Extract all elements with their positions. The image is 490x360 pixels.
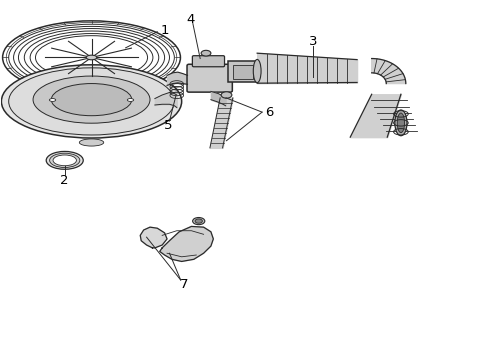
Ellipse shape (221, 92, 232, 98)
Text: 6: 6 (265, 105, 273, 119)
FancyBboxPatch shape (187, 64, 232, 92)
Ellipse shape (46, 152, 83, 169)
Text: 2: 2 (60, 174, 69, 187)
Ellipse shape (79, 139, 104, 146)
Ellipse shape (127, 99, 134, 102)
FancyBboxPatch shape (228, 62, 257, 82)
Text: 7: 7 (180, 278, 188, 291)
Polygon shape (160, 226, 213, 261)
Ellipse shape (33, 76, 150, 123)
Ellipse shape (51, 84, 132, 116)
Ellipse shape (49, 99, 56, 102)
Ellipse shape (193, 217, 205, 225)
Ellipse shape (397, 113, 405, 133)
Polygon shape (372, 59, 406, 84)
Ellipse shape (1, 65, 182, 138)
Text: 5: 5 (164, 119, 172, 132)
Ellipse shape (9, 68, 174, 135)
FancyBboxPatch shape (193, 56, 224, 67)
Ellipse shape (53, 155, 76, 166)
Text: 1: 1 (160, 24, 169, 37)
Ellipse shape (49, 153, 80, 167)
Text: 3: 3 (309, 35, 318, 48)
Ellipse shape (195, 219, 202, 223)
Text: 4: 4 (186, 13, 195, 27)
Ellipse shape (253, 59, 261, 83)
Polygon shape (140, 227, 167, 248)
FancyBboxPatch shape (233, 64, 253, 79)
Ellipse shape (201, 50, 211, 56)
Ellipse shape (395, 110, 407, 136)
Ellipse shape (86, 55, 97, 60)
